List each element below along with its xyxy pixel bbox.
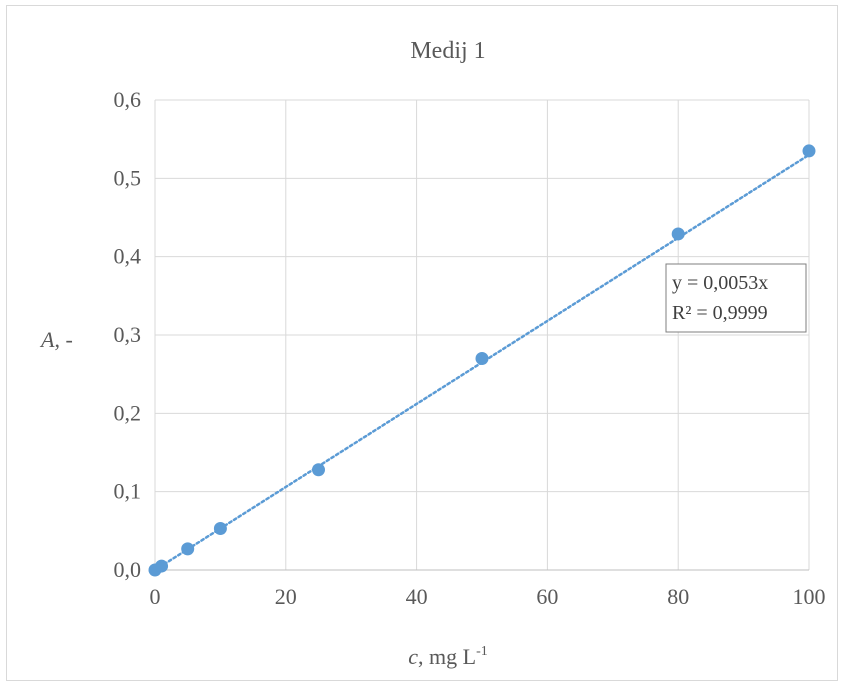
data-point — [312, 463, 325, 477]
x-axis-label-sup: -1 — [476, 644, 488, 659]
data-point — [213, 521, 227, 535]
x-axis-label: c, mg L-1 — [408, 644, 488, 669]
y-tick-label: 0,2 — [114, 400, 142, 425]
data-point — [155, 559, 169, 573]
trendline-equation-box: y = 0,0053x R² = 0,9999 — [665, 263, 807, 333]
chart-frame: Medij 1 0 20 40 60 80 100 0,0 0,1 0,2 0,3 0,4 0,5 0… — [6, 5, 838, 681]
y-tick-label: 0,5 — [114, 165, 142, 190]
x-tick-label: 80 — [667, 584, 689, 609]
y-tick-label: 0,3 — [114, 322, 142, 347]
data-point — [802, 144, 816, 158]
equation-box-border — [665, 263, 807, 333]
y-tick-label: 0,0 — [114, 557, 142, 582]
y-tick-labels: 0,0 0,1 0,2 0,3 0,4 0,5 0,6 — [114, 87, 142, 582]
scatter-chart: Medij 1 0 20 40 60 80 100 0,00,10,20,30,40,50… — [39, 38, 826, 669]
grid-lines — [155, 99, 810, 570]
data-point — [181, 542, 195, 556]
data-points — [148, 144, 816, 577]
y-axis-label-italic: A — [39, 327, 55, 352]
chart-title: Medij 1 — [410, 38, 485, 64]
x-tick-label: 40 — [406, 584, 428, 609]
y-axis-label-text: , - — [54, 327, 72, 352]
trendline-r-squared: R² = 0,9999 — [672, 302, 768, 324]
x-tick-label: 20 — [275, 584, 297, 609]
x-tick-label: 0 — [150, 584, 161, 609]
x-tick-label: 60 — [536, 584, 558, 609]
y-tick-label: 0,6 — [114, 87, 142, 112]
data-point — [671, 227, 685, 241]
data-point — [475, 352, 489, 365]
y-tick-label: 0,4 — [114, 244, 142, 269]
y-axis-label: A, - — [39, 327, 73, 352]
x-axis-label-italic: c — [408, 644, 418, 669]
axes — [154, 100, 809, 571]
y-tick-label: 0,1 — [114, 479, 142, 504]
x-tick-labels: 0 20 40 60 80 100 — [150, 584, 826, 609]
x-axis-label-text: , mg L — [418, 644, 476, 669]
x-tick-label: 100 — [793, 584, 826, 609]
trendline-equation: y = 0,0053x — [672, 272, 768, 294]
